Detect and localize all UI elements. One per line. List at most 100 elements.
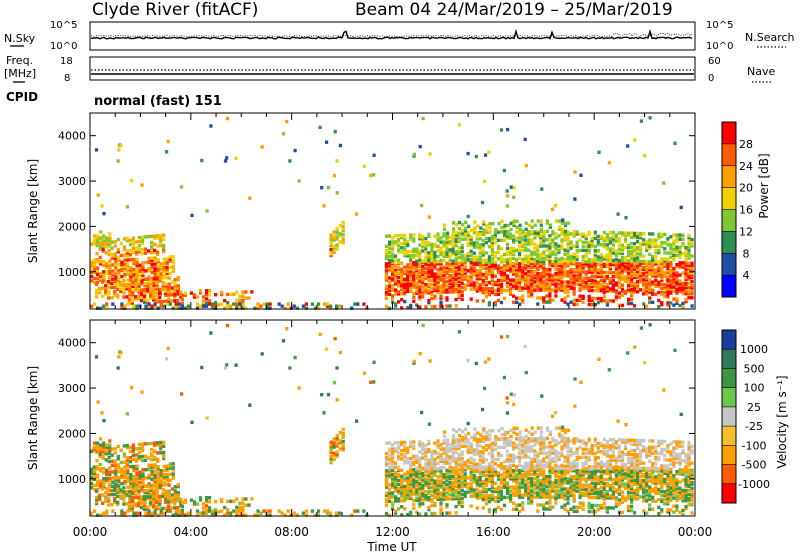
velocity-cell bbox=[155, 507, 159, 511]
velocity-cell bbox=[394, 474, 398, 479]
power-cell bbox=[484, 283, 488, 287]
power-cell bbox=[126, 258, 130, 262]
velocity-cell bbox=[539, 466, 543, 471]
velocity-cell bbox=[536, 466, 540, 471]
velocity-cell bbox=[394, 497, 398, 501]
power-cell bbox=[397, 267, 401, 272]
power-cell bbox=[551, 280, 555, 284]
velocity-cell bbox=[180, 500, 184, 504]
velocity-cell bbox=[481, 490, 485, 494]
power-cell bbox=[189, 291, 193, 295]
power-cell bbox=[484, 266, 488, 270]
power-cell bbox=[198, 289, 203, 293]
velocity-cell bbox=[141, 476, 145, 480]
power-cell bbox=[457, 261, 461, 265]
power-cell bbox=[536, 272, 540, 276]
power-cell bbox=[566, 280, 570, 284]
velocity-cell bbox=[545, 479, 549, 483]
velocity-cell bbox=[113, 492, 117, 497]
velocity-cell bbox=[593, 495, 597, 500]
power-cell bbox=[566, 254, 570, 259]
velocity-cell bbox=[460, 470, 464, 474]
power-cell bbox=[400, 269, 404, 274]
power-cell bbox=[403, 281, 407, 286]
power-cell bbox=[167, 299, 171, 303]
velocity-cell bbox=[448, 497, 452, 501]
power-cell bbox=[533, 250, 537, 254]
power-cell bbox=[548, 272, 552, 276]
power-cell bbox=[183, 291, 187, 295]
velocity-cell bbox=[406, 494, 410, 499]
power-cell bbox=[205, 289, 209, 293]
velocity-cell bbox=[481, 494, 485, 498]
velocity-cell bbox=[96, 487, 100, 492]
power-cell bbox=[448, 258, 452, 262]
power-cell bbox=[119, 144, 123, 148]
power-cell bbox=[332, 250, 336, 255]
velocity-cell bbox=[436, 487, 440, 491]
velocity-cell bbox=[123, 513, 127, 517]
power-cell bbox=[563, 284, 567, 288]
power-cell bbox=[126, 270, 130, 274]
power-cell bbox=[490, 282, 494, 287]
velocity-cell bbox=[147, 509, 151, 513]
velocity-cell bbox=[111, 480, 115, 484]
power-cell bbox=[505, 280, 510, 284]
power-cell bbox=[684, 252, 688, 256]
power-cell bbox=[636, 240, 640, 244]
power-cell bbox=[512, 223, 516, 228]
power-cell bbox=[660, 257, 664, 261]
velocity-cell bbox=[430, 475, 434, 479]
velocity-cell bbox=[605, 496, 609, 500]
power-cell bbox=[388, 258, 392, 263]
velocity-cell bbox=[235, 513, 239, 517]
velocity-cell bbox=[626, 494, 631, 499]
power-cell bbox=[533, 265, 537, 270]
power-cell bbox=[605, 283, 609, 287]
power-cell bbox=[512, 240, 516, 244]
power-cell bbox=[457, 245, 461, 250]
velocity-cell bbox=[445, 497, 449, 501]
velocity-cell bbox=[445, 468, 449, 473]
power-cell bbox=[122, 247, 126, 251]
velocity-cell bbox=[499, 493, 504, 498]
velocity-cell bbox=[512, 487, 516, 491]
velocity-cell bbox=[132, 513, 136, 517]
power-cell bbox=[445, 265, 449, 270]
power-cell bbox=[602, 230, 606, 235]
power-cell bbox=[518, 227, 522, 232]
power-cell bbox=[171, 269, 175, 273]
velocity-cell bbox=[636, 468, 640, 472]
power-cell bbox=[605, 260, 609, 264]
power-cell bbox=[505, 274, 510, 278]
velocity-cell bbox=[108, 447, 112, 451]
velocity-cell bbox=[165, 466, 169, 470]
power-cell bbox=[161, 280, 165, 285]
power-cell bbox=[557, 274, 561, 278]
power-cell bbox=[457, 237, 461, 242]
power-cell bbox=[132, 276, 136, 280]
velocity-cell bbox=[499, 467, 504, 471]
power-cell bbox=[496, 298, 501, 303]
power-cell bbox=[630, 259, 634, 263]
velocity-cell bbox=[120, 475, 124, 480]
power-cell bbox=[533, 270, 537, 274]
power-cell bbox=[605, 245, 609, 249]
power-cell bbox=[542, 240, 546, 244]
power-cell bbox=[125, 255, 129, 259]
power-cell bbox=[651, 270, 655, 274]
power-cell bbox=[512, 272, 516, 276]
power-cell bbox=[633, 304, 637, 308]
velocity-cell bbox=[490, 477, 494, 481]
power-cell bbox=[633, 248, 637, 252]
velocity-cell bbox=[139, 499, 144, 504]
freq-unit: [MHz] bbox=[4, 67, 36, 80]
velocity-cell bbox=[120, 481, 124, 486]
power-cell bbox=[332, 230, 336, 234]
velocity-cell bbox=[657, 479, 661, 483]
power-cell bbox=[137, 244, 142, 248]
power-cell bbox=[445, 240, 449, 244]
power-cell bbox=[651, 238, 655, 242]
power-cell bbox=[499, 274, 504, 278]
velocity-cell bbox=[149, 492, 153, 496]
